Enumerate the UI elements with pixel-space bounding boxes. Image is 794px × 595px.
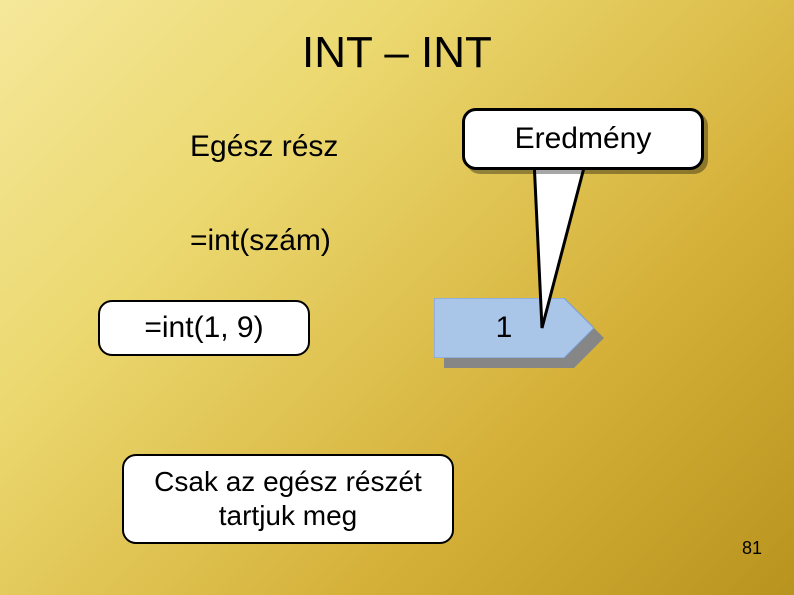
label-syntax: =int(szám) <box>190 224 331 258</box>
slide-title: INT – INT <box>0 28 794 78</box>
note-line-2: tartjuk meg <box>219 500 358 531</box>
callout-eredmeny: Eredmény <box>462 108 704 170</box>
callout-text: Eredmény <box>515 122 652 156</box>
formula-text: =int(1, 9) <box>144 311 263 345</box>
page-number: 81 <box>742 538 762 559</box>
formula-box: =int(1, 9) <box>98 300 310 356</box>
label-egesz-resz: Egész rész <box>190 130 338 164</box>
note-line-1: Csak az egész részét <box>154 466 422 497</box>
slide: INT – INT Egész rész =int(szám) Eredmény… <box>0 0 794 595</box>
callout-tail <box>520 160 610 330</box>
note-box: Csak az egész részét tartjuk meg <box>122 454 454 544</box>
note-text: Csak az egész részét tartjuk meg <box>154 465 422 532</box>
